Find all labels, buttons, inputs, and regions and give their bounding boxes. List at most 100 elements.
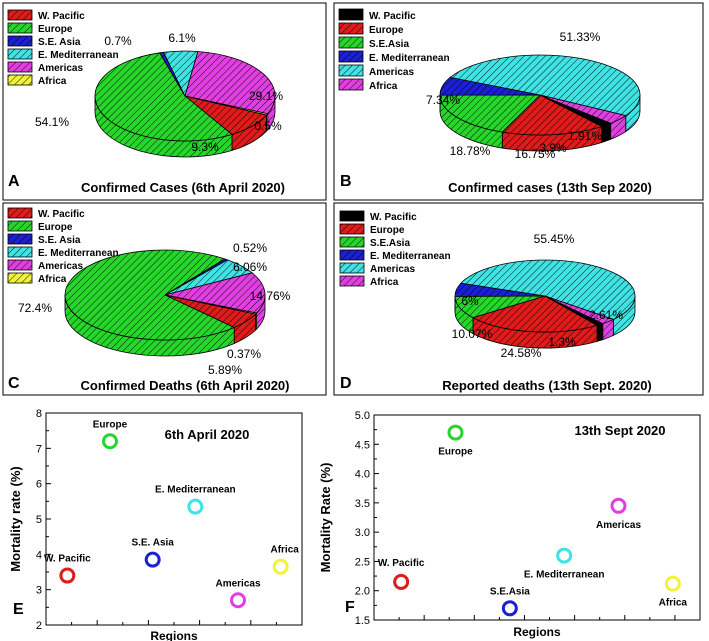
legend-hatch-e-mediterranean (340, 250, 364, 260)
panel-a-frame (2, 2, 327, 201)
point-africa (664, 575, 681, 592)
legend-label-europe: Europe (38, 24, 73, 35)
legend-hatch-africa (339, 79, 363, 90)
legend-label-europe: Europe (38, 222, 73, 233)
y-tick-label-6: 6 (36, 479, 42, 491)
scatter-chart-f: 1.5 2.0 2.5 3.0 3.5 4.0 4.5 5.0 13th Sept 2020 Re… (318, 410, 701, 639)
pie-slice-hatch-s-e-asia (159, 52, 185, 96)
pie-side-hatch-w-pacific-0 (231, 115, 267, 151)
point-label-europe: Europe (438, 447, 473, 458)
panel-title-a: Confirmed Cases (6th April 2020) (81, 180, 285, 195)
x-axis-label-e: Regions (150, 629, 198, 641)
point-americas (230, 592, 246, 609)
pie-side-hatch-americas-0 (267, 96, 275, 130)
legend-hatch-americas (8, 260, 32, 270)
pie-slice-hatch-africa (165, 295, 257, 315)
data-label-s-e-asia: 10.07% (452, 327, 493, 341)
pie-side-hatch-americas-0 (613, 296, 635, 336)
panel-letter-c: C (8, 375, 20, 392)
y-tick-label-2: 2 (36, 620, 42, 632)
legend-hatch-s-e-asia (339, 37, 363, 48)
panel-letter-a: A (8, 173, 20, 190)
legend-hatch-s-e-asia (8, 234, 32, 244)
pie-slice-hatch-s-e-asia (440, 95, 540, 133)
pie-side-hatch-w-pacific-0 (597, 323, 603, 342)
point-label-s-e-asia: S.E. Asia (131, 538, 174, 549)
data-label-europe: 16.75% (515, 147, 556, 161)
point-label-w-pacific: W. Pacific (378, 558, 425, 569)
pie-side-hatch-africa-0 (610, 115, 626, 140)
pie-slice-hatch-americas (165, 272, 265, 314)
data-label-e-mediterranean: 6.1% (168, 31, 196, 45)
data-label-w-pacific: 1.91% (568, 129, 602, 143)
panel-d-frame (333, 202, 704, 396)
pie-side-hatch-europe-0 (472, 317, 598, 349)
legend-label-americas: Americas (38, 261, 83, 272)
pie-slice-hatch-africa (545, 296, 614, 324)
legend-hatch-europe (8, 221, 32, 231)
pie-slice-hatch-s-e-asia (455, 296, 545, 318)
data-label-americas: 14.76% (250, 289, 291, 303)
data-label-w-pacific: 1.3% (548, 335, 576, 349)
data-label-e-mediterranean: 6.06% (233, 260, 267, 274)
point-w-pacific (59, 567, 76, 584)
legend-hatch-africa (8, 273, 32, 283)
legend-hatch-w-pacific (339, 9, 363, 20)
scatter-chart-e: 2 3 4 5 6 7 8 6th April 2020 Regions Mortality ra… (8, 408, 303, 641)
data-label-w-pacific: 5.89% (208, 363, 242, 377)
plot-frame-f (373, 414, 701, 621)
pie-slice-hatch-e-mediterranean (163, 51, 198, 96)
y-tick-label-2-0: 2.0 (355, 586, 370, 598)
y-tick-label-7: 7 (36, 443, 42, 455)
legend-label-e-mediterranean: E. Mediterranean (38, 50, 119, 61)
legend-label-w-pacific: W. Pacific (370, 212, 417, 223)
pie-side-hatch-africa-0 (602, 319, 614, 340)
plot-title-f: 13th Sept 2020 (574, 423, 665, 438)
panel-c-frame (2, 202, 327, 396)
legend-label-americas: Americas (369, 67, 414, 78)
legend-hatch-africa (340, 276, 364, 286)
y-tick-label-5: 5 (36, 514, 42, 526)
y-tick-label-4-0: 4.0 (355, 469, 370, 481)
pie-side-hatch-s-e-asia-0 (440, 95, 503, 149)
data-label-americas: 29.1% (249, 89, 283, 103)
point-label-europe: Europe (93, 419, 128, 430)
panel-letter-f: F (345, 599, 355, 616)
legend-label-americas: Americas (370, 264, 415, 275)
pie-slice-hatch-e-mediterranean (440, 77, 540, 96)
data-label-s-e-asia: 0.7% (104, 34, 132, 48)
panel-letter-e: E (13, 601, 24, 618)
point-label-americas: Americas (596, 520, 641, 531)
pie-chart-b: W. Pacific Europe S.E.Asia E. Mediterranean… (338, 8, 641, 161)
y-tick-label-8: 8 (36, 408, 42, 420)
data-label-e-mediterranean: 7.34% (426, 93, 460, 107)
y-tick-label-3-5: 3.5 (355, 498, 370, 510)
legend-hatch-americas (340, 263, 364, 273)
x-axis-label-f: Regions (513, 625, 561, 639)
pie-slice-hatch-w-pacific (185, 96, 267, 135)
pie-side-hatch-africa-0 (255, 313, 257, 331)
pie-slice-hatch-e-mediterranean (455, 283, 545, 297)
legend-hatch-europe (8, 23, 32, 33)
legend-hatch-africa (8, 75, 32, 85)
legend-label-africa: Africa (38, 274, 67, 285)
data-label-e-mediterranean: 6% (461, 294, 479, 308)
data-label-americas: 55.45% (534, 232, 575, 246)
legend-label-e-mediterranean: E. Mediterranean (370, 251, 451, 262)
y-axis-label-f: Mortality Rate (%) (318, 463, 333, 573)
pie-slice-hatch-w-pacific (540, 95, 611, 127)
panel-letter-b: B (340, 173, 352, 190)
point-e-mediterranean (187, 498, 204, 515)
y-tick-label-5-0: 5.0 (355, 410, 370, 422)
data-label-africa: 0.5% (254, 119, 282, 133)
pie-side-hatch-americas-0 (625, 95, 640, 132)
pie-slice-hatch-europe (502, 95, 602, 135)
legend-label-e-mediterranean: E. Mediterranean (369, 53, 450, 64)
point-europe (447, 424, 464, 441)
data-label-w-pacific: 9.3% (191, 140, 219, 154)
pie-side-hatch-w-pacific-0 (601, 123, 611, 143)
point-label-e-mediterranean: E. Mediterranean (155, 485, 236, 496)
legend-hatch-e-mediterranean (339, 51, 363, 62)
legend-hatch-europe (339, 23, 363, 34)
